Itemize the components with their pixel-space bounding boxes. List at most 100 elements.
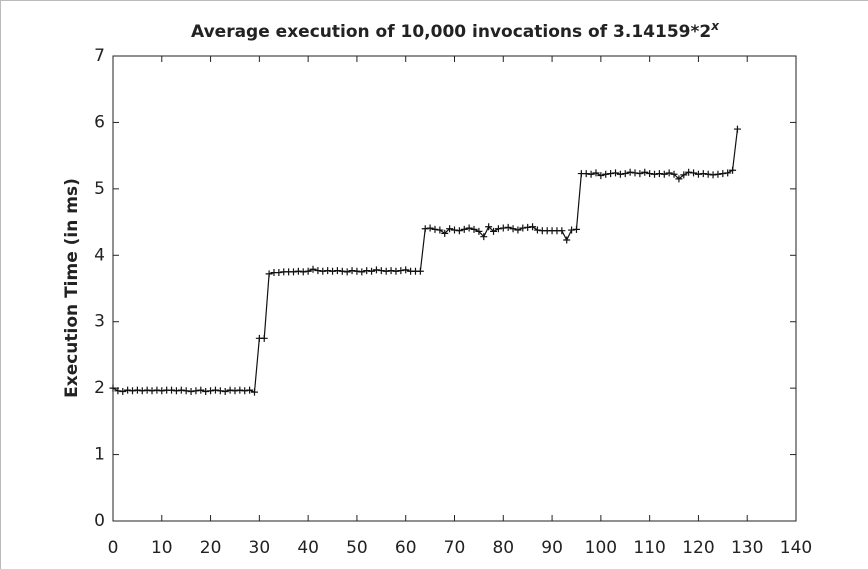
y-tick-label: 7 bbox=[94, 46, 105, 66]
data-point bbox=[397, 267, 405, 275]
data-point bbox=[724, 169, 732, 177]
data-point bbox=[236, 386, 244, 394]
data-point bbox=[382, 267, 390, 275]
data-point bbox=[187, 387, 195, 395]
data-point bbox=[143, 386, 151, 394]
data-point bbox=[729, 166, 737, 174]
data-point bbox=[651, 170, 659, 178]
data-point bbox=[451, 226, 458, 234]
data-point bbox=[704, 170, 712, 178]
x-tick-label: 60 bbox=[395, 538, 417, 558]
data-point bbox=[514, 226, 522, 234]
x-tick-label: 50 bbox=[346, 538, 368, 558]
y-axis-label: Execution Time (in ms) bbox=[62, 178, 82, 398]
data-point bbox=[690, 169, 698, 177]
x-tick-label: 130 bbox=[731, 538, 763, 558]
data-point bbox=[226, 386, 234, 394]
data-point bbox=[572, 225, 580, 233]
y-tick-label: 4 bbox=[94, 245, 105, 265]
data-point bbox=[733, 125, 741, 133]
data-point bbox=[129, 387, 137, 395]
data-point bbox=[177, 386, 185, 394]
data-point bbox=[153, 386, 161, 394]
data-point bbox=[421, 225, 429, 233]
data-point bbox=[246, 386, 254, 394]
data-point bbox=[119, 387, 127, 395]
data-point bbox=[660, 170, 668, 178]
data-point bbox=[490, 227, 498, 235]
data-point bbox=[250, 388, 258, 396]
data-point bbox=[504, 223, 512, 231]
data-point bbox=[499, 224, 507, 232]
data-point bbox=[485, 223, 493, 231]
series-line bbox=[112, 129, 739, 393]
data-point bbox=[353, 267, 361, 275]
data-point bbox=[480, 233, 488, 241]
data-point bbox=[290, 268, 298, 276]
data-point bbox=[377, 267, 385, 275]
data-point bbox=[699, 170, 707, 178]
data-point bbox=[607, 170, 615, 178]
x-tick-label: 10 bbox=[151, 538, 173, 558]
x-tick-label: 20 bbox=[200, 538, 222, 558]
data-point bbox=[665, 169, 673, 177]
data-point bbox=[241, 387, 249, 395]
data-point bbox=[597, 172, 605, 180]
data-point bbox=[558, 227, 566, 235]
data-point bbox=[372, 266, 380, 274]
data-point bbox=[568, 226, 576, 234]
plot-area bbox=[112, 55, 797, 522]
data-point bbox=[587, 170, 595, 178]
data-point bbox=[133, 386, 141, 394]
data-point bbox=[685, 168, 693, 176]
x-tick-label: 0 bbox=[108, 538, 119, 558]
data-point bbox=[475, 227, 483, 235]
data-point bbox=[338, 267, 346, 275]
data-point bbox=[670, 170, 678, 178]
x-tick-label: 110 bbox=[633, 538, 665, 558]
y-tick-label: 3 bbox=[94, 312, 105, 332]
data-point bbox=[646, 170, 654, 178]
data-point bbox=[168, 386, 176, 394]
chart-title: Average execution of 10,000 invocations … bbox=[191, 19, 720, 43]
x-tick-label: 80 bbox=[492, 538, 514, 558]
data-point bbox=[524, 223, 532, 231]
data-point bbox=[182, 387, 190, 395]
y-tick-label: 2 bbox=[94, 378, 105, 398]
y-tick-label: 6 bbox=[94, 112, 105, 132]
x-tick-label: 70 bbox=[444, 538, 466, 558]
data-point bbox=[158, 387, 166, 395]
data-point bbox=[402, 266, 410, 274]
x-tick-label: 100 bbox=[585, 538, 617, 558]
data-point bbox=[231, 387, 239, 395]
data-point bbox=[109, 384, 117, 392]
data-point bbox=[519, 224, 527, 232]
data-point bbox=[148, 387, 156, 395]
data-point bbox=[358, 268, 366, 276]
title-superscript: x bbox=[710, 19, 720, 33]
data-point bbox=[592, 169, 600, 177]
data-point bbox=[602, 170, 610, 178]
data-point bbox=[694, 170, 702, 178]
data-point bbox=[416, 267, 424, 275]
data-point bbox=[260, 334, 268, 342]
title-text: Average execution of 10,000 invocations … bbox=[191, 22, 711, 42]
data-point bbox=[446, 225, 454, 233]
data-point bbox=[582, 170, 590, 178]
data-point bbox=[387, 267, 395, 275]
data-point bbox=[202, 387, 210, 395]
data-point bbox=[616, 170, 624, 178]
data-point bbox=[363, 267, 371, 275]
data-point bbox=[611, 169, 619, 177]
data-point bbox=[680, 171, 688, 179]
data-point bbox=[211, 386, 219, 394]
data-point bbox=[563, 236, 571, 244]
data-point bbox=[299, 268, 307, 276]
data-point bbox=[509, 225, 517, 233]
data-point bbox=[348, 267, 356, 275]
x-tick-label: 90 bbox=[541, 538, 563, 558]
data-point bbox=[216, 387, 224, 395]
data-point bbox=[465, 224, 473, 232]
data-point bbox=[655, 170, 663, 178]
data-point bbox=[368, 267, 376, 275]
